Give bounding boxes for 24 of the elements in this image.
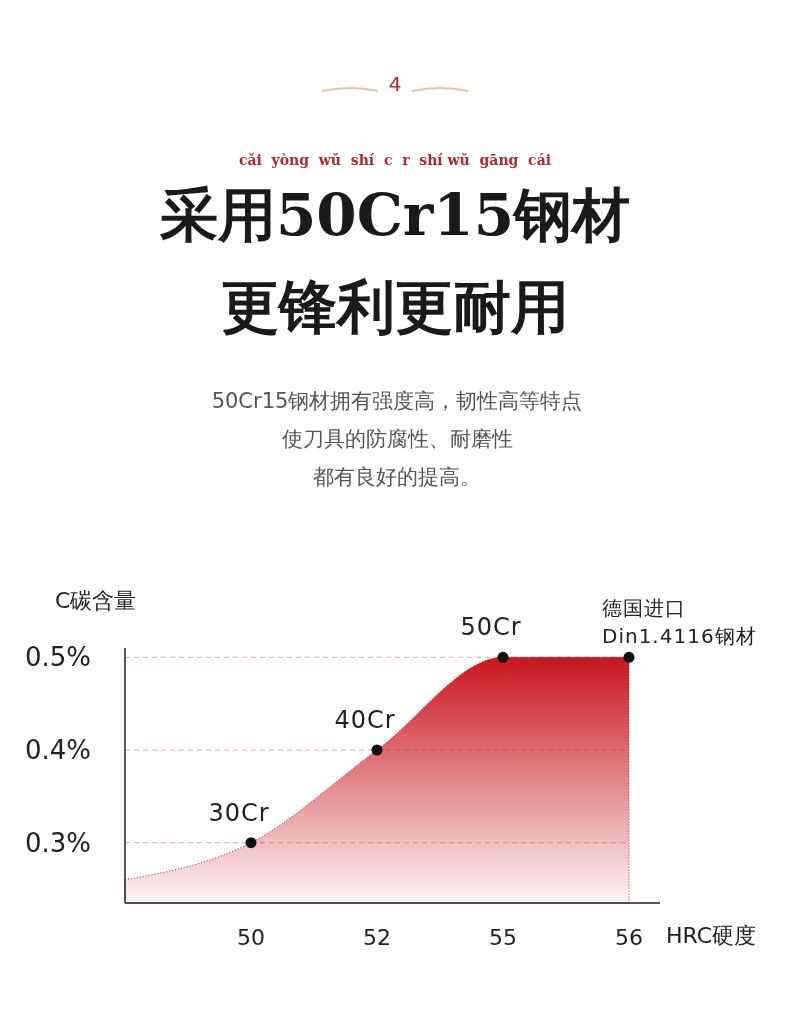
annotation: 30Cr xyxy=(208,798,270,827)
x-tick-label: 56 xyxy=(615,925,643,950)
x-tick-label: 55 xyxy=(489,925,517,950)
point xyxy=(371,744,383,756)
text: 4 xyxy=(388,72,402,96)
y-tick-label: 0.4% xyxy=(24,735,92,766)
chart-subtitle: 更锋利更耐用 xyxy=(221,273,569,341)
annotation: 德国进口 Din1.4116钢材 xyxy=(602,596,757,649)
x-axis-title: HRC硬度 xyxy=(666,923,757,948)
text: 50Cr15钢材拥有强度高，韧性高等特点 xyxy=(211,389,583,413)
chart-title: 采用50Cr15钢材 xyxy=(158,181,631,249)
annotation: 40Cr xyxy=(334,706,396,734)
y-axis-title: C碳含量 xyxy=(55,588,137,613)
text: cǎi yòng wǔ shí c r shí wǔ gāng cái xyxy=(238,152,552,168)
x-tick-label: 50 xyxy=(237,925,265,950)
x-tick-label: 52 xyxy=(363,925,391,950)
point xyxy=(245,837,257,849)
y-tick-label: 0.3% xyxy=(24,827,92,858)
y-tick-label: 0.5% xyxy=(24,642,92,673)
annotation: 50Cr xyxy=(460,613,522,642)
text: 使刀具的防腐性、耐磨性 xyxy=(281,427,513,451)
point xyxy=(497,651,509,663)
point xyxy=(623,651,635,663)
text: 都有良好的提高。 xyxy=(313,465,481,489)
